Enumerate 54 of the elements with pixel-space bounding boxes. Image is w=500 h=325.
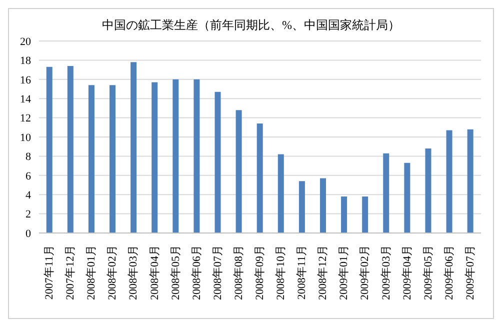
x-tick-label: 2009年04月 xyxy=(401,245,414,300)
x-tick-label: 2007年11月 xyxy=(44,245,56,300)
bar xyxy=(172,79,179,233)
y-tick-label: 0 xyxy=(26,228,32,240)
x-tick-label: 2008年10月 xyxy=(275,245,288,300)
bar xyxy=(298,181,305,233)
x-tick-label: 2008年04月 xyxy=(148,245,161,300)
y-tick-label: 20 xyxy=(20,36,32,48)
bar xyxy=(256,124,263,233)
bar xyxy=(110,85,116,233)
bar xyxy=(152,82,158,233)
bar xyxy=(67,66,74,233)
bar xyxy=(130,62,137,233)
y-tick-label: 14 xyxy=(20,94,32,106)
bar xyxy=(341,196,348,233)
x-tick-label: 2009年06月 xyxy=(443,245,456,300)
bar xyxy=(236,110,242,233)
y-tick-label: 12 xyxy=(20,112,31,125)
x-tick-label: 2009年03月 xyxy=(380,245,392,300)
x-tick-label: 2008年08月 xyxy=(232,245,245,300)
y-tick-label: 16 xyxy=(20,74,32,86)
x-tick-label: 2008年09月 xyxy=(254,245,266,300)
y-tick-label: 10 xyxy=(20,132,32,144)
bar xyxy=(46,66,52,233)
bar xyxy=(404,162,410,233)
y-tick-label: 4 xyxy=(26,190,32,202)
bar xyxy=(467,129,474,233)
x-tick-label: 2008年05月 xyxy=(170,245,182,300)
x-tick-label: 2009年02月 xyxy=(359,245,372,300)
bar xyxy=(446,130,452,233)
x-tick-label: 2008年11月 xyxy=(296,245,308,300)
x-tick-label: 2008年06月 xyxy=(190,245,203,300)
x-tick-label: 2008年01月 xyxy=(86,245,98,300)
x-tick-label: 2009年07月 xyxy=(464,245,476,300)
x-tick-label: 2008年07月 xyxy=(212,245,224,300)
bar xyxy=(214,92,221,233)
bar xyxy=(383,153,390,233)
x-tick-label: 2008年03月 xyxy=(128,245,140,300)
y-tick-label: 18 xyxy=(20,55,32,68)
x-tick-label: 2009年01月 xyxy=(338,245,350,300)
chart-title: 中国の鉱工業生産（前年同期比、%、中国国家統計局） xyxy=(101,17,401,33)
x-tick-label: 2008年12月 xyxy=(317,245,330,300)
bar xyxy=(88,85,94,233)
x-tick-label: 2008年02月 xyxy=(106,245,119,300)
bar xyxy=(194,79,200,233)
y-tick-label: 2 xyxy=(26,208,31,221)
bar xyxy=(362,196,368,233)
y-tick-label: 8 xyxy=(26,151,32,164)
y-tick-label: 6 xyxy=(26,170,32,182)
x-tick-label: 2009年05月 xyxy=(422,245,434,300)
bar xyxy=(425,148,432,233)
bar xyxy=(278,154,284,233)
x-tick-label: 2007年12月 xyxy=(64,245,77,300)
bar xyxy=(320,178,326,233)
